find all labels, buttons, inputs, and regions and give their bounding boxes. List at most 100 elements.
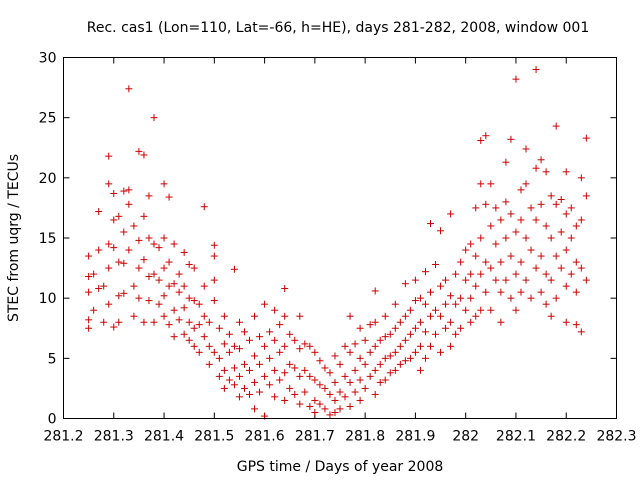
data-point — [437, 227, 445, 235]
axis-ticks: 281.2 281.3 281.4 281.5 281.6 281.7 281.8 281.9… — [39, 51, 637, 445]
data-point — [185, 336, 193, 344]
data-point — [351, 388, 359, 396]
data-point — [120, 187, 128, 195]
data-point — [341, 342, 349, 350]
data-point — [477, 137, 485, 145]
data-point — [266, 381, 274, 389]
data-point — [215, 354, 223, 362]
data-point — [281, 285, 289, 293]
data-point — [497, 288, 505, 296]
data-point — [301, 340, 309, 348]
data-point — [85, 324, 93, 332]
data-point — [251, 312, 259, 320]
data-point — [160, 292, 168, 300]
data-point — [165, 193, 173, 201]
data-point — [291, 390, 299, 398]
data-point — [115, 292, 123, 300]
data-point — [215, 324, 223, 332]
data-point — [175, 316, 183, 324]
chart-title: Rec. cas1 (Lon=110, Lat=-66, h=HE), days… — [87, 20, 589, 36]
data-point — [150, 114, 158, 122]
data-point — [251, 352, 259, 360]
data-point — [351, 366, 359, 374]
data-point — [396, 360, 404, 368]
data-point — [155, 244, 163, 252]
data-point — [411, 348, 419, 356]
data-point — [542, 270, 550, 278]
data-point — [200, 333, 208, 341]
data-point — [125, 186, 133, 194]
data-point — [311, 348, 319, 356]
data-point — [100, 282, 108, 290]
data-point — [572, 258, 580, 266]
data-point — [477, 306, 485, 314]
data-point — [477, 180, 485, 188]
data-point — [361, 336, 369, 344]
data-point — [145, 234, 153, 242]
x-tick-label: 282.2 — [546, 429, 586, 445]
data-point — [522, 180, 530, 188]
data-point — [105, 264, 113, 272]
data-point — [557, 195, 565, 203]
data-point — [391, 366, 399, 374]
data-point — [321, 384, 329, 392]
data-point — [266, 354, 274, 362]
data-point — [130, 282, 138, 290]
data-point — [346, 378, 354, 386]
data-point — [376, 378, 384, 386]
data-point — [205, 318, 213, 326]
data-point — [246, 336, 254, 344]
data-point — [552, 252, 560, 260]
data-point — [316, 357, 324, 365]
data-point — [346, 402, 354, 410]
data-point — [170, 280, 178, 288]
data-point — [321, 405, 329, 413]
data-point — [190, 264, 198, 272]
data-point — [281, 369, 289, 377]
data-point — [296, 345, 304, 353]
data-point — [547, 192, 555, 200]
data-point — [150, 318, 158, 326]
data-point — [467, 318, 475, 326]
data-point — [487, 264, 495, 272]
data-point — [110, 244, 118, 252]
data-point — [85, 288, 93, 296]
data-point — [125, 246, 133, 254]
data-point — [447, 292, 455, 300]
data-point — [582, 276, 590, 284]
data-point — [256, 333, 264, 341]
data-point — [251, 405, 259, 413]
data-point — [517, 216, 525, 224]
data-point — [180, 330, 188, 338]
data-point — [517, 288, 525, 296]
data-point — [210, 252, 218, 260]
data-point — [105, 300, 113, 308]
data-points — [85, 66, 590, 420]
data-point — [452, 300, 460, 308]
data-point — [120, 289, 128, 297]
data-point — [240, 328, 248, 336]
data-point — [170, 333, 178, 341]
data-point — [326, 390, 334, 398]
data-point — [421, 328, 429, 336]
data-point — [432, 330, 440, 338]
data-point — [411, 324, 419, 332]
data-point — [532, 164, 540, 172]
data-point — [150, 240, 158, 248]
data-point — [160, 234, 168, 242]
data-point — [401, 336, 409, 344]
data-point — [200, 282, 208, 290]
data-point — [522, 145, 530, 153]
data-point — [457, 294, 465, 302]
data-point — [577, 216, 585, 224]
data-point — [492, 204, 500, 212]
y-tick-label: 30 — [39, 51, 57, 67]
x-tick-label: 282.1 — [496, 429, 536, 445]
data-point — [582, 134, 590, 142]
data-point — [346, 312, 354, 320]
data-point — [165, 258, 173, 266]
data-point — [582, 192, 590, 200]
data-point — [311, 408, 319, 416]
data-point — [421, 354, 429, 362]
data-point — [517, 186, 525, 194]
